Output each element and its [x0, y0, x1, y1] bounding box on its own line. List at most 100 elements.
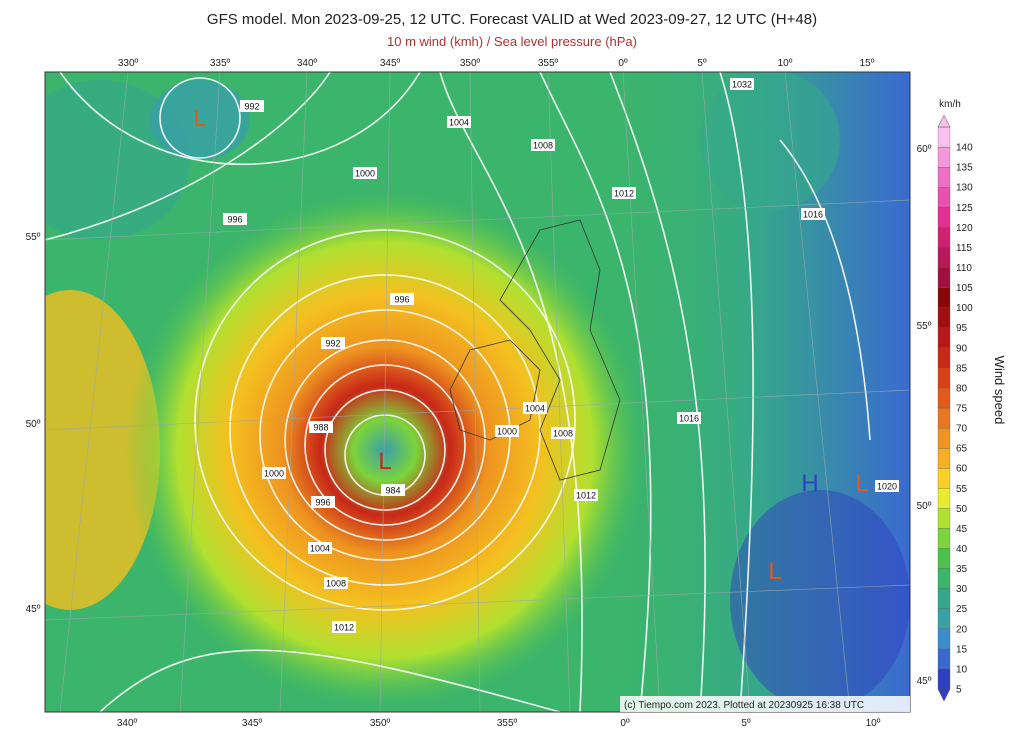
colorbar-swatch — [937, 588, 951, 609]
latitude-label: 55º — [917, 321, 932, 332]
map-background — [45, 72, 910, 712]
longitude-label: 355º — [538, 58, 559, 69]
colorbar-tick-label: 50 — [956, 504, 968, 515]
isobar-label-box — [612, 187, 636, 199]
colorbar-tick-label: 5 — [956, 685, 962, 696]
longitude-label: 355º — [497, 718, 518, 729]
colorbar-tick-label: 20 — [956, 624, 968, 635]
colorbar-swatch — [937, 367, 951, 389]
colorbar-swatch — [937, 508, 951, 529]
longitude-label: 345º — [242, 718, 263, 729]
isobar-label: 996 — [315, 498, 330, 508]
colorbar-tick-label: 65 — [956, 444, 968, 455]
colorbar-tick-label: 40 — [956, 544, 968, 555]
isobar-label: 1000 — [264, 469, 284, 479]
graticule — [45, 72, 910, 712]
isobar-label-box — [523, 402, 547, 414]
colorbar-tick-label: 55 — [956, 484, 968, 495]
pressure-center: H — [801, 470, 818, 497]
colorbar-swatch — [937, 528, 951, 549]
colorbar-swatch — [937, 126, 951, 148]
colorbar-swatch — [937, 427, 951, 449]
pressure-center: L — [855, 470, 868, 497]
isobar-label-box — [730, 78, 754, 90]
colorbar-tick-label: 130 — [956, 183, 973, 194]
colorbar-tick-label: 15 — [956, 644, 968, 655]
colorbar-swatch — [937, 568, 951, 589]
colorbar-swatch — [937, 447, 951, 469]
isobar-label: 1032 — [732, 80, 752, 90]
isobar-label: 1016 — [679, 414, 699, 424]
colorbar-tick-label: 60 — [956, 464, 968, 475]
colorbar-tick-label: 75 — [956, 404, 968, 415]
longitude-label: 350º — [460, 58, 481, 69]
isobar-label: 1000 — [497, 427, 517, 437]
isobar-label-box — [801, 208, 825, 220]
isobar-label-box — [531, 139, 555, 151]
longitude-label: 350º — [370, 718, 391, 729]
isobar-label: 1004 — [310, 544, 330, 554]
isobar-label-box — [240, 100, 264, 112]
coastline — [499, 219, 621, 481]
isobar-label-box — [308, 542, 332, 554]
colorbar-swatch — [937, 407, 951, 429]
colorbar-swatch — [937, 207, 951, 228]
isobar-label-box — [311, 496, 335, 508]
isobar-label: 1000 — [355, 169, 375, 179]
longitude-label: 10º — [778, 58, 793, 69]
colorbar-tick-label: 135 — [956, 163, 973, 174]
pressure-center: L — [193, 105, 206, 132]
colorbar-swatch — [937, 287, 951, 308]
latitude-label: 45º — [917, 676, 932, 687]
longitude-label: 0º — [618, 58, 628, 69]
colorbar-arrow-top — [937, 114, 951, 128]
colorbar-unit: km/h — [939, 99, 961, 110]
isobar-label-box — [390, 293, 414, 305]
isobar-label: 988 — [313, 423, 328, 433]
map-frame — [44, 71, 911, 713]
isobar-label-box — [353, 167, 377, 179]
colorbar-swatch — [937, 488, 951, 509]
isobar-label-box — [223, 213, 247, 225]
isobar-label: 1012 — [614, 189, 634, 199]
colorbar-tick-label: 25 — [956, 604, 968, 615]
longitude-label: 340º — [297, 58, 318, 69]
colorbar-swatch — [937, 187, 951, 208]
credit-box — [620, 696, 910, 712]
isobar-label: 1004 — [525, 404, 545, 414]
colorbar-swatch — [937, 668, 951, 690]
colorbar-tick-label: 115 — [956, 243, 972, 254]
isobar-label: 996 — [227, 215, 242, 225]
colorbar-swatch — [937, 146, 951, 168]
colorbar-swatch — [937, 307, 951, 328]
colorbar-tick-label: 120 — [956, 223, 973, 234]
subtitle: 10 m wind (kmh) / Sea level pressure (hP… — [387, 34, 637, 49]
isobar-label: 996 — [394, 295, 409, 305]
colorbar-tick-label: 140 — [956, 143, 973, 154]
isobar-label-box — [309, 421, 333, 433]
latitude-label: 50º — [26, 419, 41, 430]
colorbar-tick-label: 35 — [956, 564, 968, 575]
longitude-label: 5º — [741, 718, 751, 729]
isobar-label-box — [677, 412, 701, 424]
isobar-label-box — [332, 621, 356, 633]
isobar-label-box — [875, 480, 899, 492]
colorbar-swatch — [937, 628, 951, 650]
isobar-label-box — [381, 484, 405, 496]
longitude-label: 335º — [210, 58, 231, 69]
colorbar-tick-label: 85 — [956, 363, 968, 374]
longitude-label: 0º — [620, 718, 630, 729]
colorbar-tick-label: 45 — [956, 524, 968, 535]
colorbar-tick-label: 110 — [956, 263, 972, 274]
isobar-label: 1008 — [326, 579, 346, 589]
isobar-label: 1020 — [877, 482, 897, 492]
colorbar-tick-label: 80 — [956, 383, 968, 394]
colorbar-tick-label: 95 — [956, 323, 968, 334]
colorbar-label: Wind speed — [992, 356, 1007, 425]
isobar-label-box — [262, 467, 286, 479]
longitude-label: 340º — [117, 718, 138, 729]
isobar-label: 1012 — [334, 623, 354, 633]
isobar-label: 1012 — [576, 491, 596, 501]
